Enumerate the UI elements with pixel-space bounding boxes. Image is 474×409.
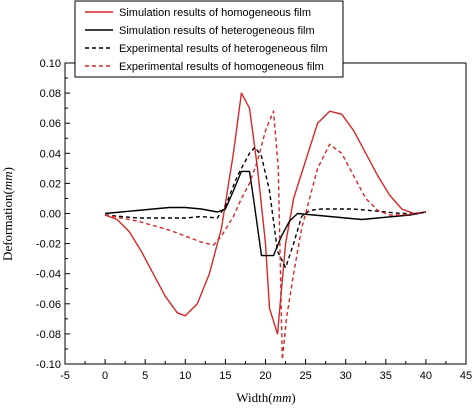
x-tick-label: 20: [259, 370, 271, 382]
y-tick-label: 0.06: [40, 118, 61, 130]
series-line-2: [105, 170, 427, 257]
y-axis-title-suffix: ): [0, 167, 15, 171]
y-tick-label: 0.02: [40, 178, 61, 190]
x-tick-label: 15: [219, 370, 231, 382]
x-axis-title: Width(mm): [236, 390, 295, 405]
legend-label-2: Simulation results of heterogeneous film: [119, 25, 315, 37]
x-axis-title-prefix: Width(: [236, 390, 272, 405]
series-layer: [104, 92, 427, 361]
legend-label-1: Simulation results of homogeneous film: [119, 7, 311, 19]
series-line-3: [105, 146, 427, 269]
y-axis-ticks: -0.10 -0.08 -0.06 -0.04 -0.02 0.00 0.02 0.04 0.0…: [36, 58, 70, 371]
y-tick-label: -0.10: [36, 359, 61, 371]
x-axis-title-suffix: ): [291, 390, 295, 405]
x-axis-ticks: -5 0 5 10 15 20 25 30 35 40 45: [60, 359, 472, 382]
x-tick-label: 40: [420, 370, 432, 382]
y-axis-title-prefix: Deformation(: [0, 190, 15, 261]
y-tick-label: -0.08: [36, 329, 61, 341]
y-tick-label: -0.06: [36, 299, 61, 311]
y-tick-label: 0.10: [40, 58, 61, 70]
x-tick-label: 35: [380, 370, 392, 382]
x-tick-label: 30: [340, 370, 352, 382]
legend-label-4: Experimental results of homogeneous film: [119, 61, 324, 73]
y-tick-label: 0.04: [40, 148, 61, 160]
legend-box: [74, 0, 344, 78]
y-axis-title: Deformation(mm): [0, 167, 15, 261]
x-tick-label: 45: [460, 370, 472, 382]
series-line-4: [104, 110, 426, 361]
legend: Simulation results of homogeneous film Si…: [74, 0, 344, 78]
y-axis-title-unit: mm: [0, 171, 15, 190]
x-tick-label: 10: [179, 370, 191, 382]
x-tick-label: -5: [60, 370, 70, 382]
x-axis-title-unit: mm: [273, 390, 292, 405]
y-tick-label: 0.08: [40, 88, 61, 100]
x-tick-label: 25: [299, 370, 311, 382]
y-tick-label: 0.00: [40, 209, 61, 221]
legend-label-3: Experimental results of heterogeneous fi…: [119, 43, 328, 55]
x-tick-label: 0: [102, 370, 108, 382]
y-tick-label: -0.04: [36, 269, 61, 281]
series-line-1: [104, 92, 426, 335]
y-tick-label: -0.02: [36, 239, 61, 251]
x-tick-label: 5: [142, 370, 148, 382]
